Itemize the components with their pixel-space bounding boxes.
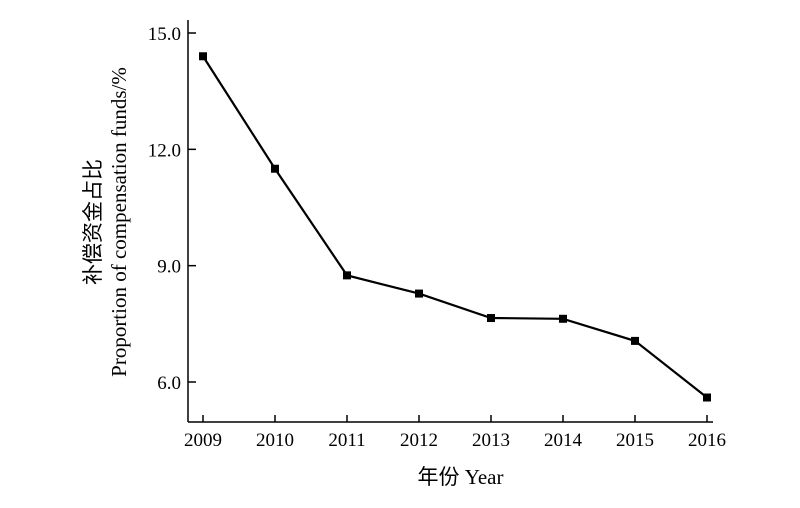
series-line	[202, 55, 708, 399]
data-point-2013	[487, 314, 495, 323]
axes	[187, 20, 713, 423]
data-point-2010	[271, 164, 279, 173]
x-tick-label: 2014	[544, 430, 583, 451]
x-axis-title: 年份 Year	[418, 465, 504, 489]
y-axis-title-english: Proportion of compensation funds/%	[107, 67, 131, 377]
y-tick-label: 9.0	[157, 257, 181, 278]
y-tick-label: 6.0	[157, 373, 181, 394]
data-point-2014	[559, 314, 567, 323]
y-axis-title: 补偿资金占比 Proportion of compensation funds/…	[81, 67, 131, 377]
y-axis-title-chinese: 补偿资金占比	[81, 159, 105, 285]
x-tick-label: 2016	[688, 430, 726, 451]
data-point-2009	[199, 52, 207, 61]
x-tick-label: 2012	[400, 430, 438, 451]
series-group	[199, 52, 711, 402]
y-tick-label: 15.0	[148, 24, 181, 45]
x-tick-label: 2009	[184, 430, 222, 451]
data-point-2015	[631, 336, 639, 345]
data-point-2016	[703, 393, 711, 402]
x-tick-label: 2010	[256, 430, 294, 451]
data-point-2012	[415, 289, 423, 298]
x-ticks: 2009 2010 2011 2012 2013 2014 2015 2016	[184, 415, 726, 451]
y-ticks: 6.0 9.0 12.0 15.0	[148, 24, 196, 394]
x-tick-label: 2013	[472, 430, 510, 451]
y-tick-label: 12.0	[148, 140, 181, 161]
data-point-2011	[343, 271, 351, 280]
x-tick-label: 2011	[328, 430, 365, 451]
x-tick-label: 2015	[616, 430, 654, 451]
